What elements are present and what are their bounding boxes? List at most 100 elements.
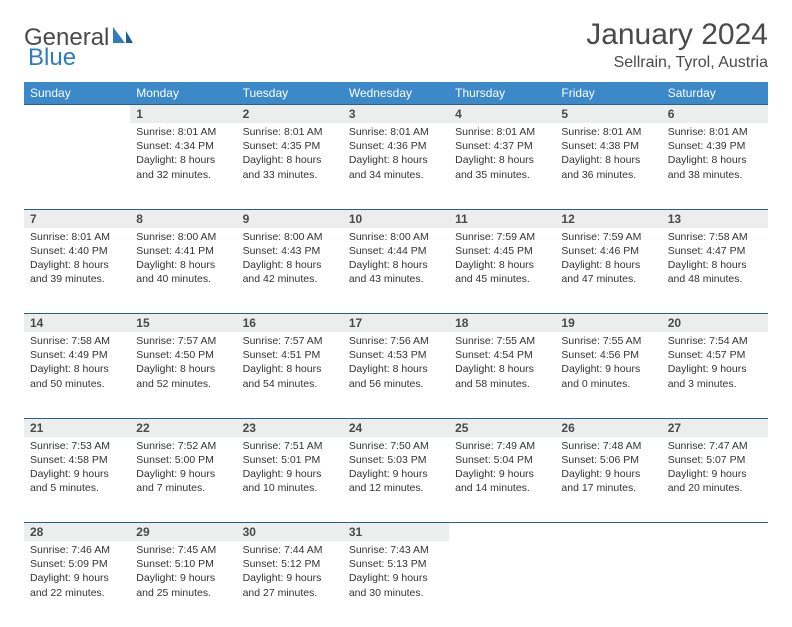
day-line: and 10 minutes. (243, 481, 337, 495)
day-line: Sunrise: 8:01 AM (561, 125, 655, 139)
day-content-cell: Sunrise: 7:58 AMSunset: 4:49 PMDaylight:… (24, 332, 130, 418)
weekday-header: Thursday (449, 82, 555, 105)
day-line: Sunset: 4:46 PM (561, 244, 655, 258)
day-line: Sunset: 4:40 PM (30, 244, 124, 258)
day-number-cell (555, 523, 661, 542)
day-content-cell: Sunrise: 7:43 AMSunset: 5:13 PMDaylight:… (343, 541, 449, 627)
header: General January 2024 Sellrain, Tyrol, Au… (24, 18, 768, 72)
day-line: Sunset: 4:41 PM (136, 244, 230, 258)
day-line: Sunrise: 7:57 AM (243, 334, 337, 348)
day-number-cell: 27 (662, 418, 768, 437)
content-row: Sunrise: 7:53 AMSunset: 4:58 PMDaylight:… (24, 437, 768, 523)
day-number-cell: 31 (343, 523, 449, 542)
day-line: and 50 minutes. (30, 377, 124, 391)
day-content-cell: Sunrise: 7:56 AMSunset: 4:53 PMDaylight:… (343, 332, 449, 418)
day-content-cell (24, 123, 130, 209)
daynum-row: 28293031 (24, 523, 768, 542)
day-number-cell: 28 (24, 523, 130, 542)
day-number-cell: 1 (130, 105, 236, 124)
day-content-cell: Sunrise: 7:55 AMSunset: 4:54 PMDaylight:… (449, 332, 555, 418)
day-line: Sunrise: 7:59 AM (561, 230, 655, 244)
day-line: Sunset: 5:06 PM (561, 453, 655, 467)
day-content-cell: Sunrise: 7:54 AMSunset: 4:57 PMDaylight:… (662, 332, 768, 418)
day-line: Sunset: 4:56 PM (561, 348, 655, 362)
day-number-cell: 9 (237, 209, 343, 228)
day-content-cell: Sunrise: 8:01 AMSunset: 4:34 PMDaylight:… (130, 123, 236, 209)
day-content-cell: Sunrise: 7:57 AMSunset: 4:50 PMDaylight:… (130, 332, 236, 418)
day-content-cell: Sunrise: 8:01 AMSunset: 4:36 PMDaylight:… (343, 123, 449, 209)
location: Sellrain, Tyrol, Austria (586, 54, 768, 72)
day-line: and 14 minutes. (455, 481, 549, 495)
day-content-cell: Sunrise: 8:01 AMSunset: 4:35 PMDaylight:… (237, 123, 343, 209)
day-line: Daylight: 8 hours (455, 362, 549, 376)
day-line: Sunrise: 8:00 AM (136, 230, 230, 244)
day-number-cell: 16 (237, 314, 343, 333)
day-content-cell: Sunrise: 8:01 AMSunset: 4:37 PMDaylight:… (449, 123, 555, 209)
day-line: Daylight: 9 hours (136, 467, 230, 481)
day-line: Sunset: 4:38 PM (561, 139, 655, 153)
day-content-cell: Sunrise: 7:45 AMSunset: 5:10 PMDaylight:… (130, 541, 236, 627)
day-line: Sunrise: 7:57 AM (136, 334, 230, 348)
day-content-cell: Sunrise: 7:47 AMSunset: 5:07 PMDaylight:… (662, 437, 768, 523)
day-number-cell: 15 (130, 314, 236, 333)
day-content-cell (555, 541, 661, 627)
day-number-cell: 30 (237, 523, 343, 542)
day-line: Sunset: 4:49 PM (30, 348, 124, 362)
day-line: and 52 minutes. (136, 377, 230, 391)
day-number-cell (662, 523, 768, 542)
weekday-header: Friday (555, 82, 661, 105)
day-line: Daylight: 8 hours (30, 362, 124, 376)
day-line: Daylight: 9 hours (668, 362, 762, 376)
day-line: Sunrise: 7:55 AM (455, 334, 549, 348)
day-line: Daylight: 8 hours (561, 153, 655, 167)
day-line: Sunset: 5:03 PM (349, 453, 443, 467)
weekday-header: Monday (130, 82, 236, 105)
calendar-table: Sunday Monday Tuesday Wednesday Thursday… (24, 82, 768, 627)
day-line: Daylight: 8 hours (136, 153, 230, 167)
day-content-cell: Sunrise: 7:57 AMSunset: 4:51 PMDaylight:… (237, 332, 343, 418)
weekday-header-row: Sunday Monday Tuesday Wednesday Thursday… (24, 82, 768, 105)
title-block: January 2024 Sellrain, Tyrol, Austria (586, 18, 768, 72)
day-line: Daylight: 9 hours (349, 571, 443, 585)
day-content-cell: Sunrise: 7:55 AMSunset: 4:56 PMDaylight:… (555, 332, 661, 418)
day-line: Sunset: 4:36 PM (349, 139, 443, 153)
day-content-cell: Sunrise: 7:44 AMSunset: 5:12 PMDaylight:… (237, 541, 343, 627)
day-line: Daylight: 8 hours (243, 258, 337, 272)
day-line: and 45 minutes. (455, 272, 549, 286)
day-line: Sunrise: 7:59 AM (455, 230, 549, 244)
day-line: Sunset: 4:54 PM (455, 348, 549, 362)
day-line: and 58 minutes. (455, 377, 549, 391)
day-line: Daylight: 8 hours (455, 153, 549, 167)
day-line: and 42 minutes. (243, 272, 337, 286)
day-line: Sunrise: 8:01 AM (455, 125, 549, 139)
day-number-cell: 7 (24, 209, 130, 228)
day-line: Daylight: 9 hours (30, 467, 124, 481)
day-line: and 38 minutes. (668, 168, 762, 182)
day-line: Sunset: 4:58 PM (30, 453, 124, 467)
day-line: and 17 minutes. (561, 481, 655, 495)
day-content-cell: Sunrise: 7:58 AMSunset: 4:47 PMDaylight:… (662, 228, 768, 314)
day-content-cell: Sunrise: 8:01 AMSunset: 4:40 PMDaylight:… (24, 228, 130, 314)
day-line: Daylight: 8 hours (668, 258, 762, 272)
day-line: Daylight: 8 hours (455, 258, 549, 272)
day-line: Sunrise: 7:45 AM (136, 543, 230, 557)
day-line: and 36 minutes. (561, 168, 655, 182)
day-line: and 22 minutes. (30, 586, 124, 600)
day-number-cell: 3 (343, 105, 449, 124)
day-line: Sunrise: 7:54 AM (668, 334, 762, 348)
day-line: and 3 minutes. (668, 377, 762, 391)
day-line: Daylight: 9 hours (136, 571, 230, 585)
day-line: Sunset: 4:53 PM (349, 348, 443, 362)
day-line: Sunrise: 7:48 AM (561, 439, 655, 453)
day-line: Daylight: 8 hours (136, 362, 230, 376)
day-content-cell (662, 541, 768, 627)
day-number-cell: 5 (555, 105, 661, 124)
daynum-row: 78910111213 (24, 209, 768, 228)
day-line: and 0 minutes. (561, 377, 655, 391)
day-line: Daylight: 8 hours (243, 362, 337, 376)
day-line: Daylight: 9 hours (243, 467, 337, 481)
day-content-cell: Sunrise: 8:00 AMSunset: 4:43 PMDaylight:… (237, 228, 343, 314)
day-line: Sunrise: 7:51 AM (243, 439, 337, 453)
day-line: Daylight: 8 hours (349, 258, 443, 272)
day-line: Sunrise: 7:56 AM (349, 334, 443, 348)
